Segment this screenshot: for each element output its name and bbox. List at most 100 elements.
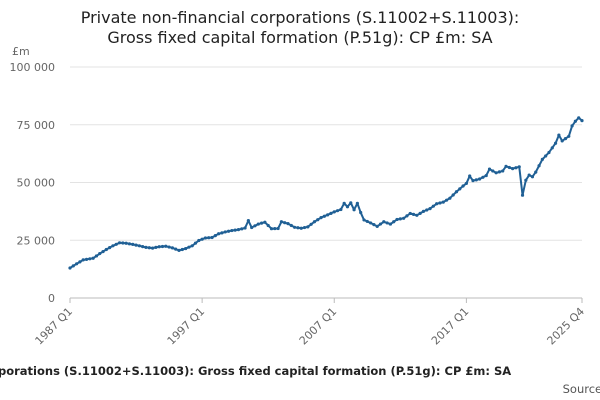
data-point [507, 165, 511, 170]
x-tick-label: 2017 Q1 [429, 305, 472, 348]
data-point [273, 226, 277, 231]
data-point [147, 246, 151, 250]
y-tick-label: 75 000 [17, 119, 56, 132]
data-point [342, 201, 346, 205]
data-point [359, 210, 363, 215]
data-point [441, 200, 445, 204]
data-point [352, 208, 356, 212]
data-point [91, 256, 95, 260]
data-point [223, 230, 227, 234]
data-point [408, 211, 412, 216]
data-point [339, 207, 343, 212]
data-point [170, 246, 174, 250]
data-point [243, 226, 247, 230]
data-point [256, 222, 260, 226]
data-point [141, 245, 145, 249]
data-point [81, 258, 85, 262]
data-point [468, 174, 472, 178]
data-point [474, 178, 478, 182]
data-point [293, 225, 297, 229]
data-point [253, 224, 257, 228]
data-point [104, 247, 108, 252]
x-tick-label: 1987 Q1 [33, 305, 76, 348]
data-point [454, 190, 459, 194]
y-tick-label: 0 [48, 292, 55, 305]
data-point [398, 217, 402, 221]
data-point [160, 244, 165, 249]
data-point [411, 212, 416, 216]
data-point [236, 228, 241, 232]
data-point [405, 214, 409, 218]
data-point [184, 246, 188, 251]
data-point [230, 228, 234, 233]
chart-title-line-1: Private non-financial corporations (S.11… [80, 8, 520, 27]
data-point [210, 235, 214, 240]
data-point [144, 245, 148, 250]
data-point [329, 211, 333, 215]
data-point [167, 245, 171, 249]
data-point [378, 222, 383, 226]
data-point [395, 217, 399, 222]
y-tick-label: 100 000 [10, 61, 56, 74]
chart-title: Private non-financial corporations (S.11… [0, 8, 600, 48]
data-point [193, 241, 198, 245]
data-point [134, 243, 138, 247]
data-point [444, 198, 449, 202]
data-point [190, 244, 194, 248]
data-point [197, 238, 201, 243]
data-point [154, 245, 158, 250]
data-point [157, 245, 161, 249]
data-point [464, 181, 468, 186]
data-point [177, 248, 181, 253]
data-point [362, 218, 366, 222]
data-point [207, 236, 211, 240]
data-point [250, 225, 254, 230]
data-point [563, 137, 568, 141]
data-point [332, 210, 336, 214]
legend[interactable]: Private non-financial corporations (S.11… [0, 364, 600, 378]
data-point [544, 154, 548, 158]
data-point [567, 134, 571, 138]
legend-item-label[interactable]: Private non-financial corporations (S.11… [0, 364, 512, 378]
data-point [131, 242, 135, 247]
data-point [504, 164, 508, 168]
data-point [355, 201, 359, 205]
data-point [302, 225, 307, 230]
data-point [127, 242, 132, 246]
data-point [570, 124, 574, 128]
axes: 0 25 000 50 000 75 000 100 000 1987 Q1 1997 Q1… [10, 61, 588, 347]
data-point [388, 222, 393, 226]
data-point [375, 224, 379, 228]
data-point [276, 226, 280, 231]
data-point [111, 244, 115, 248]
data-point [299, 226, 303, 230]
data-point [415, 213, 419, 217]
data-point [289, 223, 293, 228]
data-point [286, 222, 290, 226]
chart-title-line-2: Gross fixed capital formation (P.51g): C… [107, 28, 493, 47]
data-point [259, 221, 264, 225]
data-point [435, 202, 439, 206]
data-point [560, 139, 564, 143]
data-point [322, 214, 326, 218]
data-point [150, 246, 155, 250]
y-axis-unit: £m [12, 45, 30, 58]
data-point [266, 223, 270, 228]
data-point [418, 211, 422, 215]
data-point [296, 226, 300, 230]
data-point [316, 218, 320, 222]
data-point [263, 220, 267, 224]
data-point [368, 221, 373, 225]
data-point [530, 175, 535, 179]
data-point [478, 177, 482, 181]
data-point [335, 209, 340, 213]
data-point [547, 150, 551, 155]
data-point [428, 207, 432, 211]
data-point [226, 229, 231, 233]
data-point [101, 249, 105, 254]
data-point [517, 165, 521, 169]
data-point [98, 252, 102, 256]
data-point [326, 213, 330, 217]
data-point [431, 204, 435, 208]
